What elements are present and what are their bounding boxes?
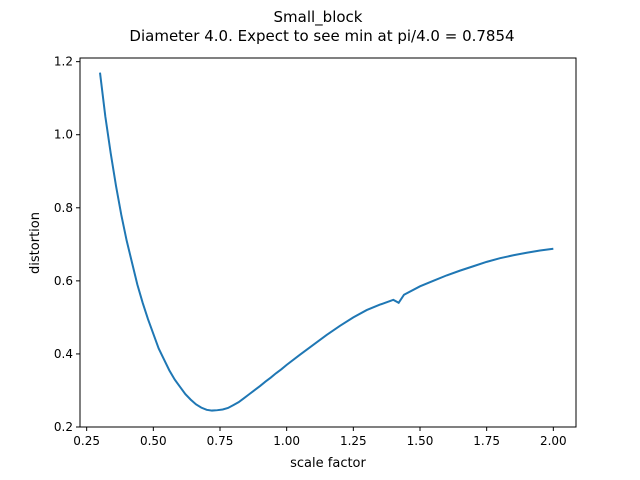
y-tick-label: 1.0 [54, 128, 73, 142]
y-tick-label: 0.4 [54, 347, 73, 361]
y-axis-label: distortion [28, 212, 43, 274]
x-tick-label: 1.25 [340, 434, 367, 448]
x-tick-label: 1.00 [273, 434, 300, 448]
plot-area [99, 72, 554, 412]
y-axis: 0.2 0.4 0.6 0.8 1.0 1.2 [54, 55, 80, 434]
x-tick-label: 1.75 [473, 434, 500, 448]
x-tick-label: 2.00 [540, 434, 567, 448]
x-tick-label: 0.25 [73, 434, 100, 448]
y-tick-label: 0.2 [54, 420, 73, 434]
axes-frame [79, 57, 577, 428]
y-tick-label: 0.6 [54, 274, 73, 288]
chart-title: Small_block [274, 8, 363, 27]
chart-subtitle: Diameter 4.0. Expect to see min at pi/4.… [129, 27, 514, 45]
y-tick-label: 1.2 [54, 55, 73, 69]
x-axis: 0.25 0.50 0.75 1.00 1.25 1.50 1.75 2.00 [73, 427, 567, 448]
distortion-line [99, 72, 554, 412]
x-tick-label: 0.75 [207, 434, 234, 448]
x-axis-label: scale factor [290, 456, 366, 471]
x-tick-label: 0.50 [140, 434, 167, 448]
x-tick-label: 1.50 [407, 434, 434, 448]
y-tick-label: 0.8 [54, 201, 73, 215]
